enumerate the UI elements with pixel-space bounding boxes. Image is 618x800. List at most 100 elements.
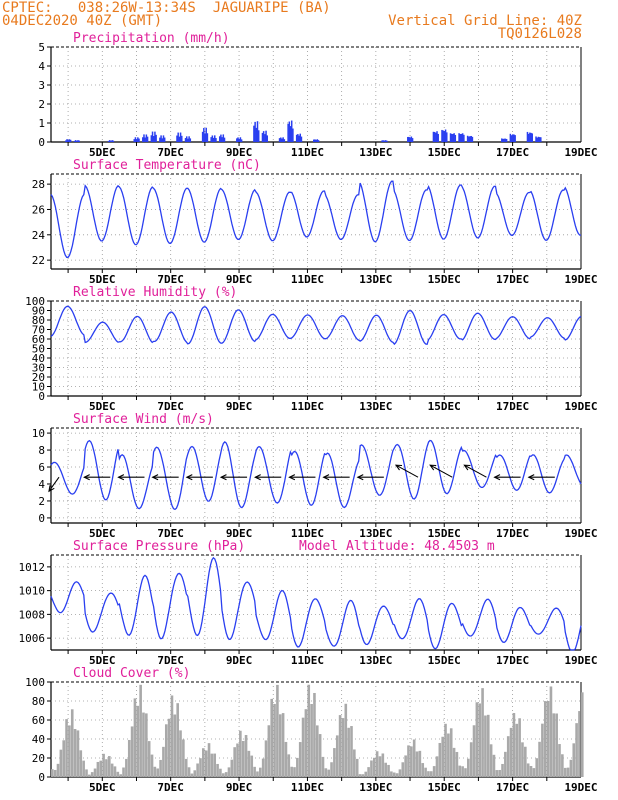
cloud-bar	[70, 709, 74, 777]
cloud-bar	[355, 758, 359, 777]
cloud-bar	[526, 763, 530, 777]
panel-0-ytick-label: 5	[38, 41, 45, 54]
precip-bar	[144, 137, 146, 142]
panel-0-ytick-label: 1	[38, 117, 45, 130]
cloud-bar	[270, 698, 274, 777]
precip-bar	[74, 140, 77, 142]
cloud-bar	[441, 736, 444, 777]
precip-bar	[162, 135, 165, 142]
wind-arrow-head	[151, 474, 159, 481]
cloud-bar	[444, 723, 447, 777]
cloud-bar	[99, 760, 103, 777]
cloud-bar	[281, 713, 285, 777]
cloud-bar	[276, 684, 279, 777]
header-code: TQ0126L028	[497, 26, 582, 42]
panel-2-xtick-label: 11DEC	[291, 400, 324, 413]
precip-bar	[297, 134, 299, 142]
precip-bar	[444, 129, 447, 142]
precip-bar	[503, 138, 505, 142]
precip-bar	[261, 132, 264, 142]
cloud-bar	[224, 772, 228, 777]
panel-0-xtick-label: 19DEC	[564, 146, 597, 159]
precip-bar	[466, 135, 469, 142]
cloud-bar	[170, 695, 174, 777]
cloud-bar	[558, 744, 561, 777]
cloud-bar	[316, 725, 319, 777]
cloud-bar	[267, 725, 271, 777]
cloud-bar	[119, 774, 122, 777]
precip-bar	[469, 136, 471, 142]
precip-bar	[78, 140, 80, 142]
panel-4-ytick-label: 1010	[19, 585, 46, 598]
cloud-bar	[93, 768, 97, 777]
panel-1-ytick-label: 24	[32, 229, 46, 242]
panel-0-xtick-label: 11DEC	[291, 146, 324, 159]
cloud-bar	[193, 770, 197, 777]
panel-3-ytick-label: 8	[38, 444, 45, 457]
panel-0-xtick-label: 9DEC	[226, 146, 253, 159]
precip-bar	[452, 134, 454, 142]
precip-bar	[316, 139, 319, 142]
precip-bar	[537, 136, 540, 142]
precip-bar	[262, 131, 265, 142]
cloud-bar	[298, 742, 302, 777]
wind-arrow	[395, 464, 419, 478]
cloud-bar	[495, 770, 499, 777]
panel-3-xtick-label: 11DEC	[291, 527, 324, 540]
cloud-bar	[199, 758, 202, 777]
precip-bar	[505, 138, 508, 142]
cloud-bar	[261, 758, 265, 777]
cloud-bar	[213, 753, 217, 777]
cloud-bar	[458, 765, 462, 777]
panel-4-ytick-label: 1008	[19, 608, 46, 621]
precip-bar	[299, 133, 301, 142]
cloud-bar	[145, 713, 148, 777]
precip-bar	[442, 130, 444, 142]
cloud-bar	[515, 723, 519, 777]
precip-bar	[531, 133, 534, 142]
panel-2-xtick-label: 17DEC	[496, 400, 529, 413]
precip-bar	[315, 139, 317, 142]
panel-0-xtick-label: 5DEC	[89, 146, 116, 159]
panel-2-title: Relative Humidity (%)	[73, 285, 237, 300]
cloud-bar	[221, 773, 225, 777]
cloud-bar	[378, 756, 382, 777]
cloud-bar	[335, 735, 339, 777]
panel-4-xtick-label: 15DEC	[428, 654, 461, 667]
cloud-bar	[375, 751, 379, 777]
precip-bar	[134, 137, 137, 142]
precip-bar	[73, 140, 76, 142]
cloud-bar	[392, 772, 396, 777]
precip-bar	[146, 136, 149, 142]
cloud-bar	[324, 768, 328, 777]
cloud-bar	[236, 743, 239, 777]
wind-arrow-head	[394, 464, 403, 471]
cloud-bar	[581, 692, 584, 777]
precip-bar	[381, 140, 383, 142]
cloud-bar	[572, 743, 576, 777]
precip-bar	[436, 131, 438, 142]
precip-bar	[77, 140, 79, 142]
wind-arrow-head	[527, 474, 535, 481]
precip-bar	[110, 140, 112, 142]
cloud-bar	[65, 719, 68, 777]
cloud-bar	[486, 714, 490, 777]
panel-2-ytick-label: 90	[32, 305, 45, 318]
precip-bar	[66, 139, 68, 142]
panel-0-ytick-label: 2	[38, 98, 45, 111]
precip-bar	[471, 136, 474, 142]
cloud-bar	[524, 746, 527, 777]
cloud-bar	[469, 742, 473, 777]
cloud-bar	[79, 750, 83, 777]
cloud-bar	[372, 757, 376, 777]
precip-bar	[411, 138, 414, 142]
cloud-bar	[578, 711, 581, 777]
panel-5-title: Cloud Cover (%)	[73, 666, 190, 681]
precip-bar	[145, 134, 148, 142]
precip-bar	[151, 131, 154, 142]
wind-arrow-head	[322, 474, 330, 481]
cloud-bar	[478, 703, 482, 777]
panel-2-ytick-label: 0	[38, 390, 45, 403]
cloud-bar	[142, 712, 145, 777]
cloud-bar	[304, 709, 308, 777]
